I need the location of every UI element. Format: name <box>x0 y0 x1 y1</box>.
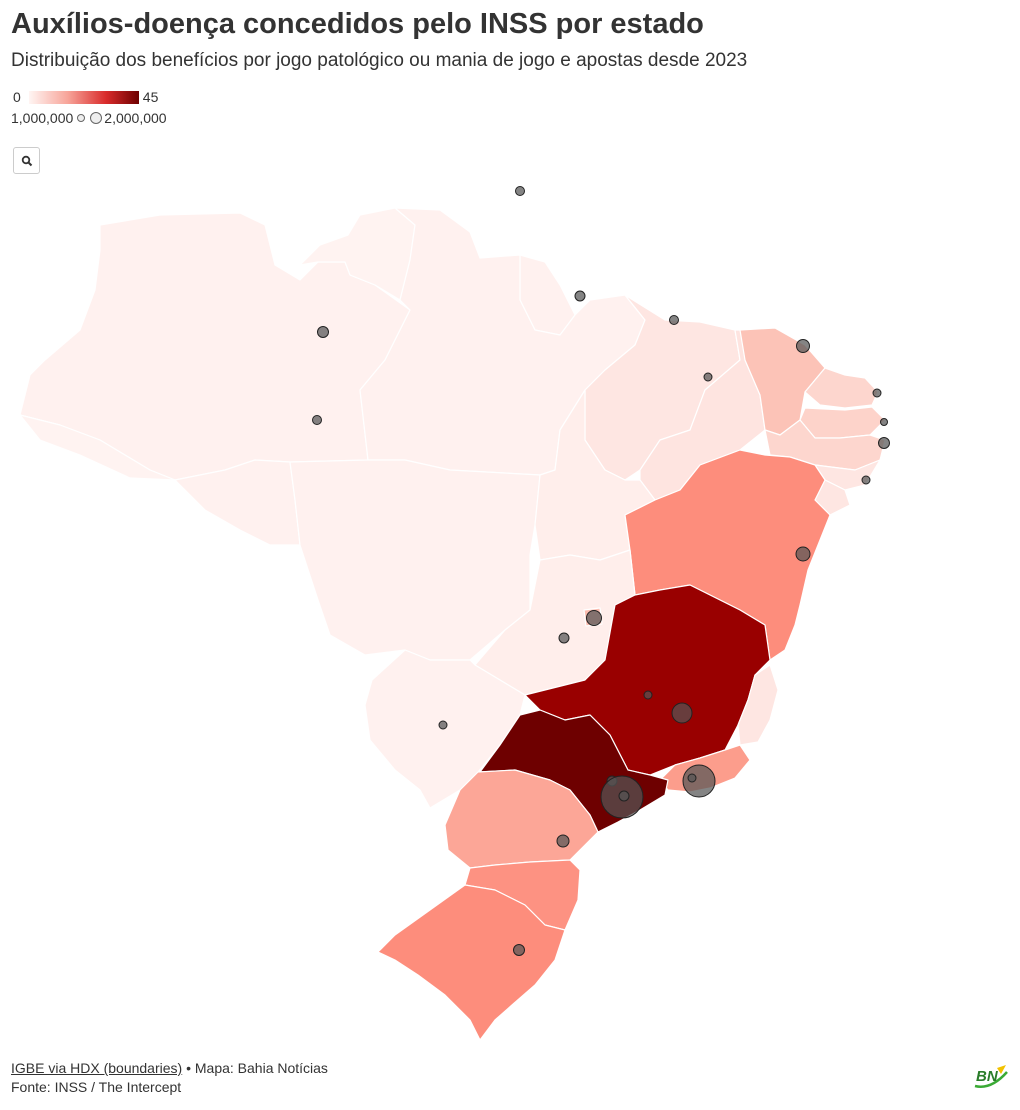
map-title: Auxílios-doença concedidos pelo INSS por… <box>11 8 704 40</box>
capital-maceio[interactable] <box>861 475 871 485</box>
city-niteroi[interactable] <box>687 773 697 783</box>
search-icon <box>21 155 32 166</box>
capital-rio-de-janeiro[interactable] <box>682 764 716 798</box>
zoom-button[interactable] <box>13 147 40 174</box>
map-credit: • Mapa: Bahia Notícias <box>182 1060 328 1076</box>
state-espirito-santo[interactable] <box>737 664 779 746</box>
color-legend-min: 0 <box>13 89 21 105</box>
capital-macapa[interactable] <box>574 290 586 302</box>
capital-campo-grande[interactable] <box>438 720 448 730</box>
map-footer: IGBE via HDX (boundaries) • Mapa: Bahia … <box>11 1059 328 1097</box>
color-legend-gradient <box>28 90 139 104</box>
capital-porto-alegre[interactable] <box>513 944 525 956</box>
capital-fortaleza[interactable] <box>796 339 810 353</box>
city-santos[interactable] <box>618 790 630 802</box>
size-legend-small-circle <box>77 114 86 122</box>
svg-text:BN: BN <box>976 1068 999 1085</box>
size-legend-max: 2,000,000 <box>104 110 167 126</box>
state-mato-grosso[interactable] <box>289 459 541 661</box>
capital-manaus[interactable] <box>317 326 329 338</box>
capital-brasilia[interactable] <box>586 610 602 626</box>
data-source: Fonte: INSS / The Intercept <box>11 1079 182 1095</box>
capital-recife[interactable] <box>878 437 890 449</box>
color-legend: 0 45 <box>13 88 158 106</box>
capital-natal[interactable] <box>872 388 882 398</box>
size-legend-large-circle <box>90 112 103 124</box>
boundaries-source-link[interactable]: IGBE via HDX (boundaries) <box>11 1060 183 1076</box>
capital-porto-velho[interactable] <box>312 415 322 425</box>
capital-belo-horizonte[interactable] <box>671 702 693 724</box>
color-legend-max: 45 <box>142 89 159 105</box>
state-paraiba[interactable] <box>799 406 886 439</box>
capital-boa-vista[interactable] <box>515 186 525 196</box>
size-legend: 1,000,000 2,000,000 <box>11 110 167 126</box>
bahia-noticias-logo: BN <box>974 1065 1008 1088</box>
state-rio-grande-do-norte[interactable] <box>804 367 879 409</box>
capital-curitiba[interactable] <box>556 834 570 848</box>
capital-joao-pessoa[interactable] <box>880 418 888 426</box>
size-legend-min: 1,000,000 <box>11 110 74 126</box>
capital-goiania[interactable] <box>558 632 570 644</box>
capital-sao-luis[interactable] <box>703 372 713 382</box>
capital-belem[interactable] <box>669 315 679 325</box>
map-subtitle: Distribuição dos benefícios por jogo pat… <box>11 50 748 71</box>
capital-salvador[interactable] <box>795 546 811 562</box>
state-rio-grande-do-sul[interactable] <box>377 884 566 1041</box>
city-uberlandia[interactable] <box>643 690 653 700</box>
